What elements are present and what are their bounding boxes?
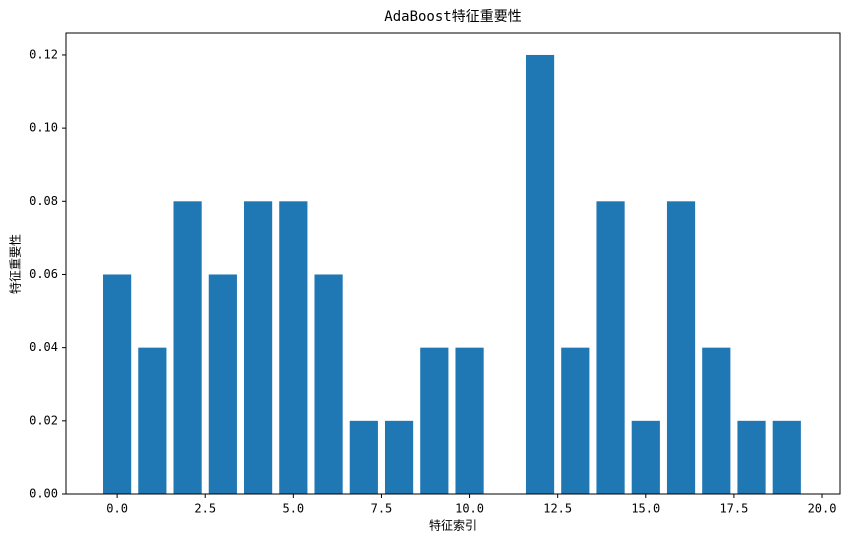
bar [596, 201, 625, 495]
x-tick-label: 12.5 [543, 502, 572, 516]
bar [173, 201, 202, 495]
bar [666, 201, 696, 495]
y-axis-label: 特征重要性 [8, 234, 23, 294]
bar [138, 347, 167, 494]
x-tick-label: 15.0 [631, 502, 660, 516]
y-tick-label: 0.08 [29, 194, 58, 208]
bar [702, 347, 731, 494]
bar [349, 420, 378, 494]
bar [279, 201, 308, 495]
y-tick-label: 0.10 [29, 121, 58, 135]
bar [772, 420, 801, 494]
chart-title: AdaBoost特征重要性 [384, 9, 521, 25]
bar [525, 54, 555, 494]
x-tick-label: 0.0 [106, 502, 128, 516]
bar [103, 274, 132, 494]
x-axis-label: 特征索引 [429, 518, 477, 533]
y-tick-label: 0.12 [29, 47, 58, 61]
bar [208, 274, 237, 494]
x-tick-label: 5.0 [282, 502, 304, 516]
bar [243, 201, 273, 495]
y-tick-label: 0.00 [29, 487, 58, 501]
y-tick-label: 0.06 [29, 267, 58, 281]
x-tick-label: 17.5 [719, 502, 748, 516]
bar [420, 347, 449, 494]
bar [384, 420, 414, 494]
bar [737, 420, 766, 494]
x-tick-label: 10.0 [455, 502, 484, 516]
x-tick-label: 7.5 [371, 502, 393, 516]
bar [314, 274, 343, 494]
y-tick-label: 0.02 [29, 413, 58, 427]
x-tick-label: 20.0 [808, 502, 837, 516]
bar [561, 347, 590, 494]
bar [455, 347, 484, 494]
y-tick-label: 0.04 [29, 340, 58, 354]
x-tick-label: 2.5 [194, 502, 216, 516]
plot-frame [65, 32, 841, 495]
bar [631, 420, 660, 494]
